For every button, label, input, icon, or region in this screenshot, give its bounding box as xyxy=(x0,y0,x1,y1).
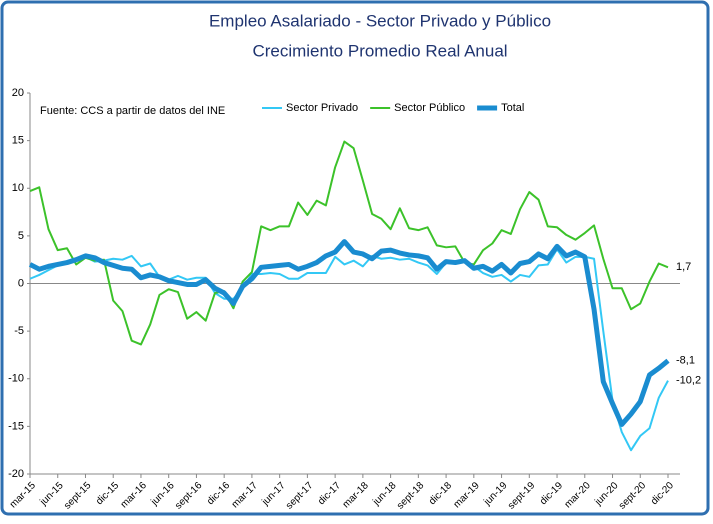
y-tick-label: -10 xyxy=(8,373,24,385)
chart-title: Empleo Asalariado - Sector Privado y Púb… xyxy=(209,11,551,30)
legend-label: Total xyxy=(501,102,524,114)
legend-label: Sector Privado xyxy=(286,102,358,114)
data-label: -8,1 xyxy=(676,355,695,367)
chart-subtitle: Crecimiento Promedio Real Anual xyxy=(252,41,507,60)
series-line xyxy=(29,140,669,346)
y-tick-label: -5 xyxy=(14,325,24,337)
data-label: -10,2 xyxy=(676,375,701,387)
legend-label: Sector Público xyxy=(394,102,465,114)
y-tick-label: -20 xyxy=(8,468,24,480)
source-note: Fuente: CCS a partir de datos del INE xyxy=(40,105,225,117)
series-line xyxy=(29,248,669,452)
y-tick-label: 5 xyxy=(18,230,24,242)
y-tick-label: -15 xyxy=(8,420,24,432)
data-label: 1,7 xyxy=(676,261,691,273)
y-tick-label: 10 xyxy=(12,182,24,194)
y-tick-label: 15 xyxy=(12,135,24,147)
series-line xyxy=(28,239,670,427)
y-tick-label: 0 xyxy=(18,277,24,289)
y-tick-label: 20 xyxy=(12,87,24,99)
